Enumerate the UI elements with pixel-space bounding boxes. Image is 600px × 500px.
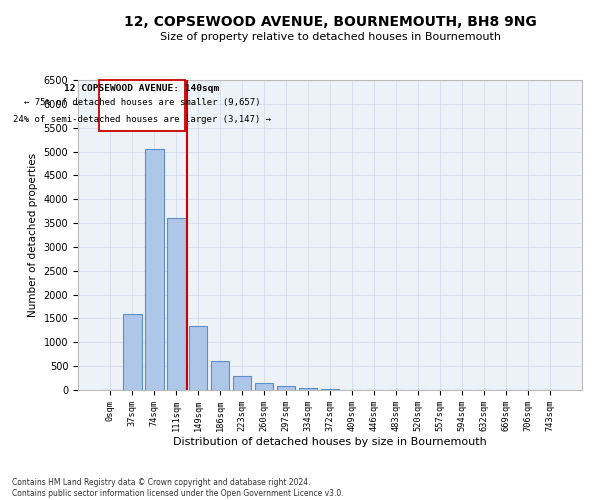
Bar [145, 149, 164, 390]
Text: Contains HM Land Registry data © Crown copyright and database right 2024.
Contai: Contains HM Land Registry data © Crown c… [12, 478, 344, 498]
FancyBboxPatch shape [99, 80, 185, 131]
Bar [277, 386, 295, 390]
Text: 12, COPSEWOOD AVENUE, BOURNEMOUTH, BH8 9NG: 12, COPSEWOOD AVENUE, BOURNEMOUTH, BH8 9… [124, 16, 536, 30]
Text: 12 COPSEWOOD AVENUE: 140sqm: 12 COPSEWOOD AVENUE: 140sqm [64, 84, 220, 92]
Bar [167, 218, 185, 390]
Y-axis label: Number of detached properties: Number of detached properties [28, 153, 38, 317]
Bar [233, 376, 251, 390]
Text: ← 75% of detached houses are smaller (9,657): ← 75% of detached houses are smaller (9,… [24, 98, 260, 108]
Bar [255, 383, 274, 390]
Text: Size of property relative to detached houses in Bournemouth: Size of property relative to detached ho… [160, 32, 500, 42]
Bar [299, 388, 317, 390]
Text: 24% of semi-detached houses are larger (3,147) →: 24% of semi-detached houses are larger (… [13, 114, 271, 124]
Bar [320, 389, 340, 390]
Bar [211, 362, 229, 390]
X-axis label: Distribution of detached houses by size in Bournemouth: Distribution of detached houses by size … [173, 437, 487, 447]
Bar [123, 314, 142, 390]
Bar [189, 326, 208, 390]
